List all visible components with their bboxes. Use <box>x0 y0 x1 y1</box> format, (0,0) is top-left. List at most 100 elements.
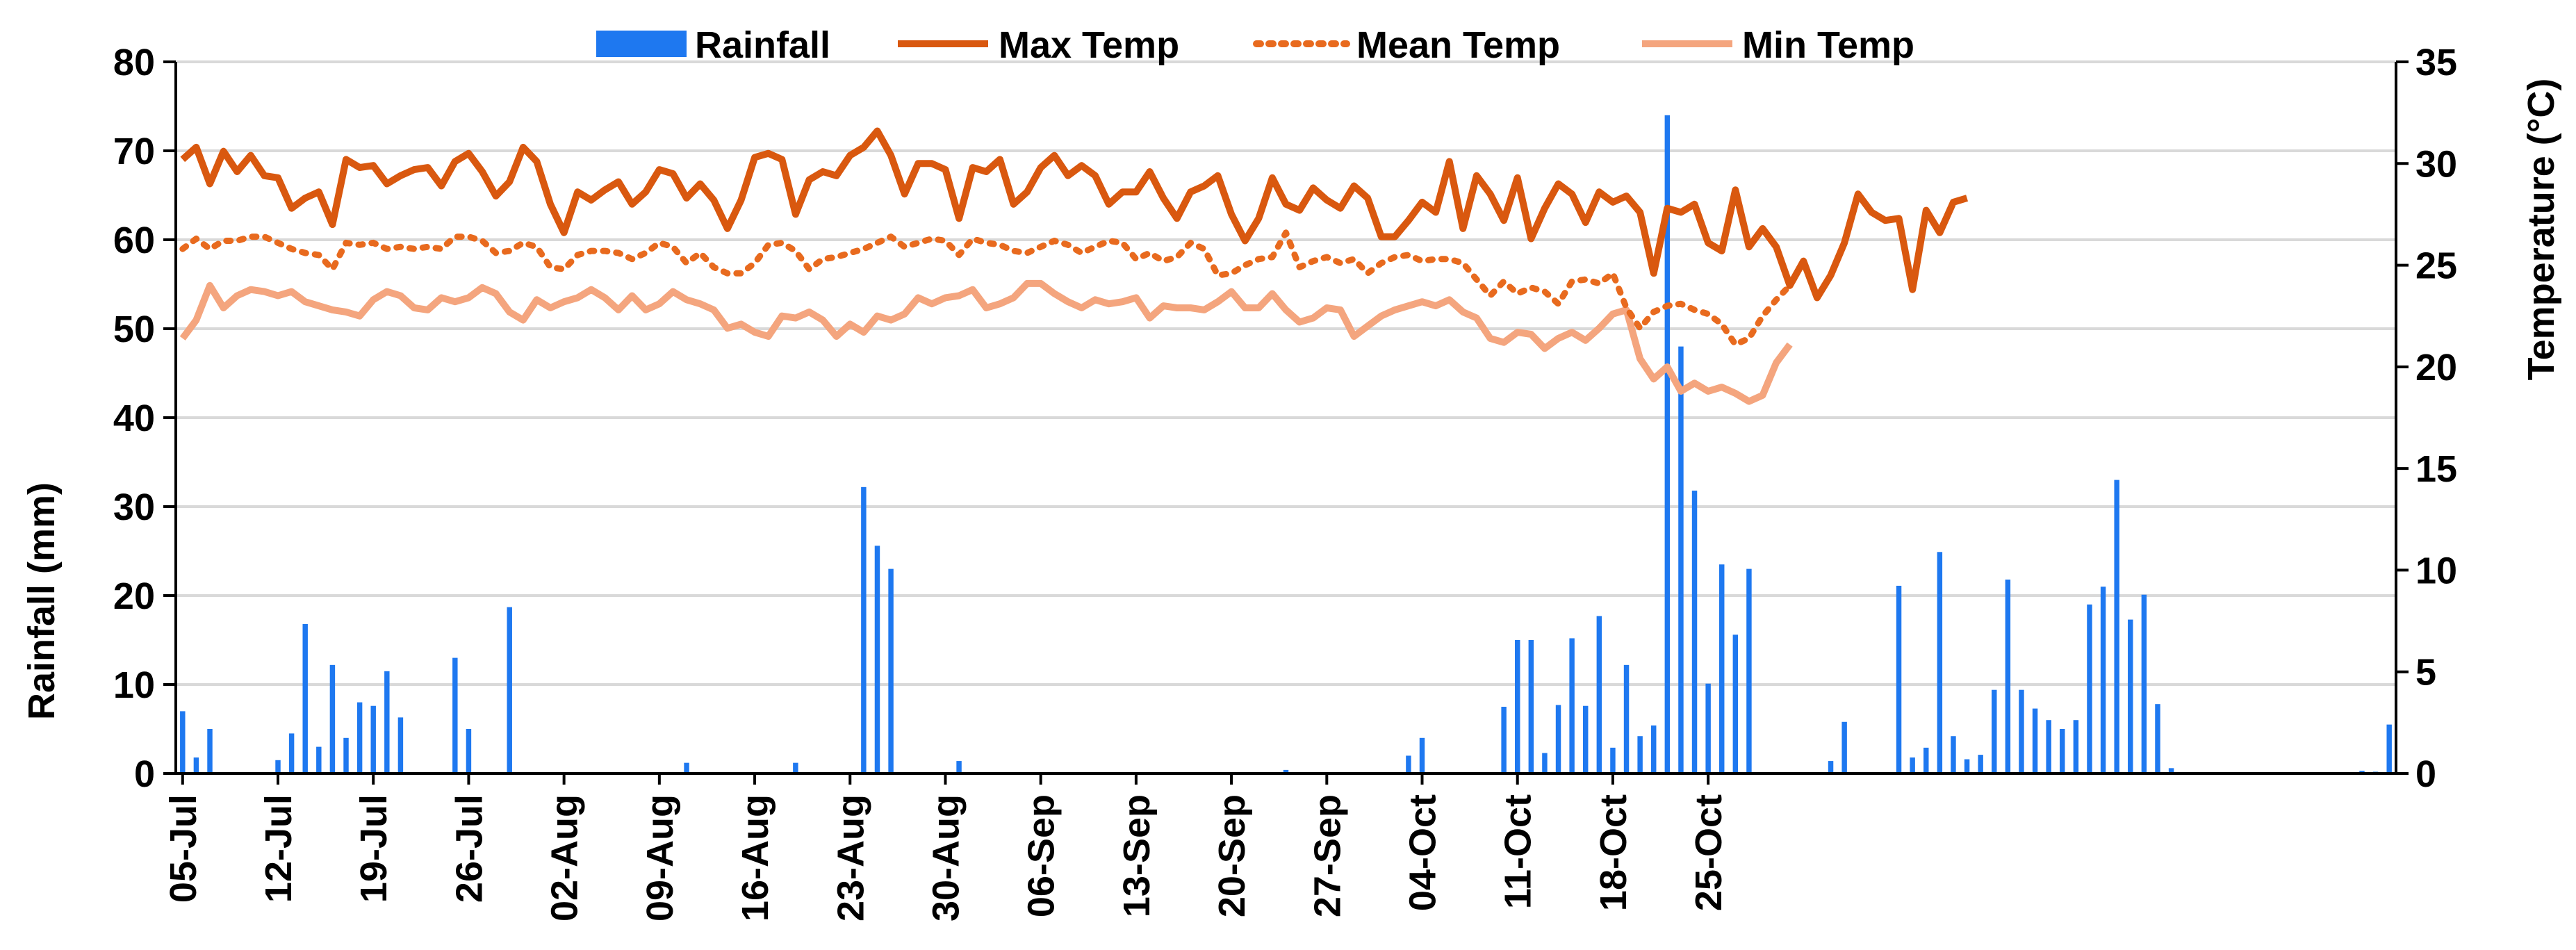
rainfall-bar <box>275 760 281 773</box>
rainfall-bar <box>1937 552 1943 773</box>
rainfall-bar <box>684 762 689 773</box>
rainfall-bar <box>2141 594 2147 773</box>
rainfall-bar <box>1719 564 1725 773</box>
right-tick-label: 0 <box>2415 753 2436 795</box>
legend-max-temp-label: Max Temp <box>999 24 1179 66</box>
rainfall-bar <box>288 733 295 773</box>
right-tick-label: 5 <box>2415 652 2436 694</box>
rainfall-bar <box>316 746 322 773</box>
legend: Rainfall Max Temp Mean Temp Min Temp <box>596 24 1914 66</box>
left-tick-label: 50 <box>113 309 155 350</box>
rainfall-bar <box>1964 759 1970 773</box>
x-tick-label: 26-Jul <box>448 794 490 903</box>
legend-mean-temp-label: Mean Temp <box>1356 24 1560 66</box>
x-tick-label: 18-Oct <box>1593 794 1634 911</box>
rainfall-bar <box>1691 490 1698 773</box>
rainfall-bar <box>356 702 363 773</box>
max-temp-line <box>180 127 1969 302</box>
rainfall-bar <box>507 607 512 773</box>
legend-rainfall-label: Rainfall <box>695 24 830 66</box>
left-tick-label: 0 <box>134 753 155 795</box>
rainfall-bar <box>1746 568 1752 773</box>
rainfall-bar <box>1651 725 1657 773</box>
rainfall-bar <box>2386 724 2392 773</box>
rainfall-bar <box>1283 769 1289 773</box>
rainfall-bar <box>193 757 199 773</box>
rainfall-bar <box>1705 683 1711 773</box>
rainfall-bar <box>1514 640 1520 773</box>
right-tick-label: 35 <box>2415 42 2457 83</box>
rainfall-bar <box>207 729 213 773</box>
rainfall-bar <box>793 762 798 773</box>
x-tick-label: 05-Jul <box>163 794 204 903</box>
rainfall-bar <box>384 671 390 773</box>
rainfall-bar <box>1637 736 1643 773</box>
rainfall-bar <box>1542 753 1548 773</box>
left-tick-label: 10 <box>113 664 155 706</box>
rainfall-bar <box>2032 708 2038 773</box>
rainfall-bar <box>2155 704 2160 773</box>
x-tick-label: 09-Aug <box>639 794 681 922</box>
rainfall-bar <box>466 729 472 773</box>
right-axis-title: Temperature (°C) <box>2520 79 2562 381</box>
x-tick-label: 23-Aug <box>830 794 871 922</box>
rainfall-bar <box>1501 707 1507 773</box>
rainfall-bar <box>888 568 894 773</box>
rainfall-bar <box>1678 346 1684 774</box>
rainfall-bar <box>2019 689 2024 773</box>
rainfall-bar <box>2100 587 2106 773</box>
x-tick-label: 04-Oct <box>1402 794 1444 911</box>
rainfall-bar <box>2128 619 2133 773</box>
rainfall-bar <box>2087 604 2092 773</box>
rainfall-bar <box>1978 755 1983 773</box>
rainfall-bar <box>1664 115 1671 774</box>
rainfall-bar <box>1406 755 1411 773</box>
left-tick-label: 70 <box>113 131 155 172</box>
left-tick-label: 30 <box>113 486 155 528</box>
x-tick-label: 30-Aug <box>925 794 967 922</box>
rainfall-bar <box>2114 480 2119 773</box>
rainfall-bar <box>1583 705 1589 773</box>
axes: 0 10 20 30 40 50 60 70 80 0 5 10 15 20 25 30 35 05-Jul 12-… <box>113 42 2457 922</box>
rainfall-bar <box>1896 585 1902 773</box>
left-tick-label: 40 <box>113 398 155 439</box>
rainfall-bar <box>1569 638 1575 773</box>
rainfall-bar <box>343 737 349 773</box>
right-tick-label: 25 <box>2415 245 2457 287</box>
rainfall-bar <box>1555 705 1561 773</box>
x-tick-label: 19-Jul <box>353 794 395 903</box>
rainfall-bar <box>1951 736 1956 773</box>
rainfall-bar <box>452 657 458 773</box>
rainfall-bar <box>397 717 404 773</box>
rainfall-bar <box>1923 747 1929 773</box>
rainfall-bar <box>1596 616 1602 773</box>
rainfall-bar <box>180 711 186 773</box>
rainfall-bar <box>874 546 880 773</box>
rainfall-bar <box>2168 768 2174 773</box>
rainfall-bar <box>1828 761 1834 773</box>
x-tick-label: 13-Sep <box>1116 794 1158 917</box>
rainfall-bar <box>2060 729 2065 773</box>
grid-layer <box>176 60 2396 686</box>
rainfall-bar <box>1732 634 1739 773</box>
rainfall-bar <box>329 664 336 773</box>
temperature-lines <box>179 127 1969 405</box>
left-tick-label: 20 <box>113 575 155 617</box>
x-tick-label: 12-Jul <box>258 794 300 903</box>
left-axis-title: Rainfall (mm) <box>21 482 63 720</box>
x-tick-label: 20-Sep <box>1211 794 1253 917</box>
rainfall-bar <box>956 761 962 773</box>
rainfall-bars <box>180 115 2392 774</box>
rainfall-bar <box>1610 747 1616 773</box>
x-tick-label: 16-Aug <box>735 794 776 922</box>
left-tick-label: 60 <box>113 220 155 261</box>
rainfall-bar <box>2073 720 2079 773</box>
rainfall-bar <box>1528 640 1534 773</box>
legend-min-temp-label: Min Temp <box>1742 24 1914 66</box>
x-tick-label: 11-Oct <box>1498 794 1539 909</box>
mean-temp-line <box>179 229 1794 348</box>
rainfall-bar <box>2046 720 2051 773</box>
rainfall-bar <box>2005 579 2011 773</box>
